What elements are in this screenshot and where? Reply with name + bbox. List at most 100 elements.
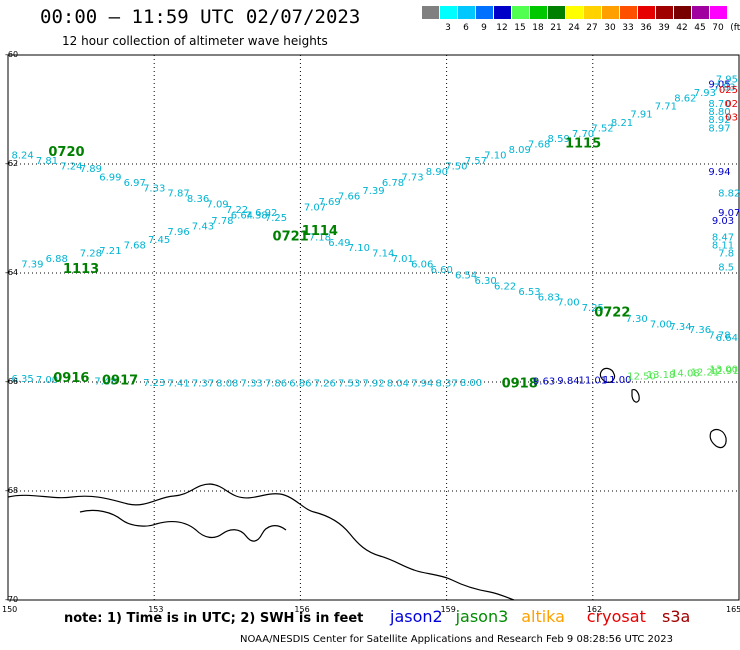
legend-swatch	[566, 6, 583, 19]
wave-height-value: 6.49	[328, 238, 350, 249]
wave-height-value: 6.97	[124, 178, 146, 189]
wave-height-value: 7.92	[362, 378, 384, 389]
wave-height-value: 7.33	[143, 183, 165, 194]
wave-height-value: 8.47	[712, 232, 734, 243]
wave-height-value: 7.52	[591, 123, 613, 134]
map-frame	[7, 54, 740, 601]
wave-height-value: 7.73	[401, 172, 423, 183]
wave-height-value: 02	[725, 99, 738, 110]
wave-height-value: 7.94	[411, 378, 433, 389]
wave-height-value: 6.99	[99, 172, 121, 183]
wave-height-value: 8.24	[11, 151, 33, 162]
satellite-altika: altika	[521, 607, 565, 626]
wave-height-value: 9.03	[712, 216, 734, 227]
wave-height-value: 7.39	[21, 260, 43, 271]
legend-label: 15	[514, 23, 526, 33]
wave-height-value: 025	[719, 85, 738, 96]
wave-height-tracks: 8.24 7.81 7.247.896.99 6.977.33 7.878.367.09…	[11, 74, 740, 391]
legend-label: 45	[694, 23, 706, 33]
wave-height-value: 6.22	[494, 281, 516, 292]
legend-swatch	[530, 6, 547, 19]
coastline-island-1	[599, 367, 616, 383]
wave-height-value: 7.87	[167, 189, 189, 200]
legend-swatch	[458, 6, 475, 19]
wave-height-value: 7.66	[338, 191, 360, 202]
legend-swatch	[494, 6, 511, 19]
wave-height-value: 7.14	[372, 249, 394, 260]
legend-label: 6	[463, 23, 469, 33]
longitude-label: 153	[148, 605, 164, 614]
legend-label: 3	[445, 23, 451, 33]
legend-swatch	[422, 6, 439, 19]
wave-height-value: 7.28	[80, 249, 102, 260]
coastline	[7, 367, 727, 601]
longitude-label: 162	[586, 605, 603, 614]
wave-height-value: 7.68	[124, 240, 146, 251]
footer-note: note: 1) Time is in UTC; 2) SWH is in fe…	[64, 611, 364, 626]
wave-height-value: 7.01	[392, 254, 414, 265]
wave-height-value: 13.00	[709, 365, 738, 376]
legend-swatch	[602, 6, 619, 19]
pass-time-label: 1115	[565, 137, 601, 152]
legend-label: 36	[640, 23, 652, 33]
wave-height-value: 7.70	[572, 129, 594, 140]
wave-height-value: 7.71	[655, 102, 677, 113]
satellite-cryosat: cryosat	[586, 607, 646, 626]
wave-height-value: 7.43	[192, 221, 214, 232]
latitude-label: -66	[5, 377, 19, 386]
wave-height-value: 8.80	[708, 107, 730, 118]
wave-height-value: 7.07	[304, 202, 326, 213]
wave-height-value: 7.78	[211, 216, 233, 227]
legend-label: 39	[658, 23, 670, 33]
legend-swatch	[440, 6, 457, 19]
legend-swatch	[584, 6, 601, 19]
wave-height-value: 7.34	[669, 322, 691, 333]
legend-label: 21	[550, 23, 562, 33]
latitude-label: -62	[5, 159, 19, 168]
wave-height-value: 7.10	[484, 151, 506, 162]
wave-height-value: 13.18	[647, 370, 676, 381]
pass-time-label: 0722	[594, 306, 630, 321]
wave-height-value: 6.78	[382, 178, 404, 189]
longitude-label: 150	[2, 605, 18, 614]
wave-height-value: 6.64	[716, 333, 738, 344]
graticule	[8, 55, 739, 600]
legend-swatch	[710, 6, 727, 19]
wave-height-value: 7.50	[445, 161, 467, 172]
page-title: 00:00 – 11:59 UTC 02/07/2023	[40, 6, 361, 28]
wave-height-value: 12.50	[627, 371, 656, 382]
wave-height-value: 7.96	[167, 227, 189, 238]
legend-label: 12	[496, 23, 508, 33]
wave-height-value: 8.5	[718, 262, 734, 273]
wave-height-value: 03	[725, 112, 738, 123]
wave-height-value: 7.86	[265, 378, 287, 389]
wave-height-value: 6.53	[518, 287, 540, 298]
pass-time-label: 0917	[102, 374, 138, 389]
wave-height-value: 6.88	[46, 254, 68, 265]
latitude-label: -70	[5, 595, 19, 604]
wave-height-value: 7.39	[362, 186, 384, 197]
wave-height-value: 7.36	[689, 325, 711, 336]
legend-label: 27	[586, 23, 598, 33]
wave-height-value: 7.22	[226, 205, 248, 216]
wave-height-value: 14.08	[671, 369, 700, 380]
wave-height-value: 8.09	[509, 145, 531, 156]
wave-height-value: 7.38	[245, 211, 267, 222]
wave-height-value: 7.33	[241, 378, 263, 389]
wave-height-value: 6.54	[455, 270, 477, 281]
wave-height-value: 7.81	[36, 156, 58, 167]
wave-height-value: 11.01	[578, 376, 607, 387]
legend-swatch	[620, 6, 637, 19]
wave-height-value: 9.63	[533, 377, 555, 388]
wave-height-value: 7.00	[36, 375, 58, 386]
wave-height-value: 7.89	[80, 164, 102, 175]
wave-height-value: 7.45	[148, 235, 170, 246]
wave-height-value: 8.04	[387, 378, 409, 389]
wave-height-value: 8.59	[548, 134, 570, 145]
wave-height-value: 8.82	[718, 189, 740, 200]
latitude-label: -68	[5, 486, 19, 495]
page-subtitle: 12 hour collection of altimeter wave hei…	[62, 34, 328, 48]
coastline-bay	[79, 509, 287, 542]
coastline-mainland	[7, 483, 515, 601]
